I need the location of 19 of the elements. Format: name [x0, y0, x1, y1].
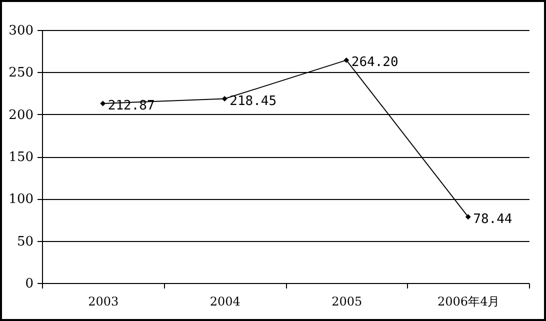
- y-tick-label: 50: [16, 234, 34, 250]
- y-tick-label: 300: [8, 24, 34, 38]
- y-tick-label: 100: [8, 192, 34, 208]
- y-tick-label: 200: [8, 108, 34, 123]
- x-tick-label: 2005: [332, 294, 362, 308]
- x-tick-label: 2004: [210, 294, 241, 308]
- point: [222, 96, 228, 102]
- x-tick-label: 2003: [88, 294, 119, 308]
- point: [465, 214, 471, 220]
- data-label: 218.45: [230, 94, 277, 109]
- x-tick-label: 2006年4月: [438, 294, 500, 308]
- point: [344, 57, 350, 63]
- data-label: 78.44: [473, 212, 512, 227]
- data-label: 212.87: [108, 98, 155, 114]
- data-label: 264.20: [351, 55, 398, 70]
- y-tick-label: 0: [25, 276, 34, 292]
- y-tick-label: 250: [8, 66, 34, 81]
- y-tick-label: 150: [8, 150, 34, 165]
- point: [100, 100, 106, 106]
